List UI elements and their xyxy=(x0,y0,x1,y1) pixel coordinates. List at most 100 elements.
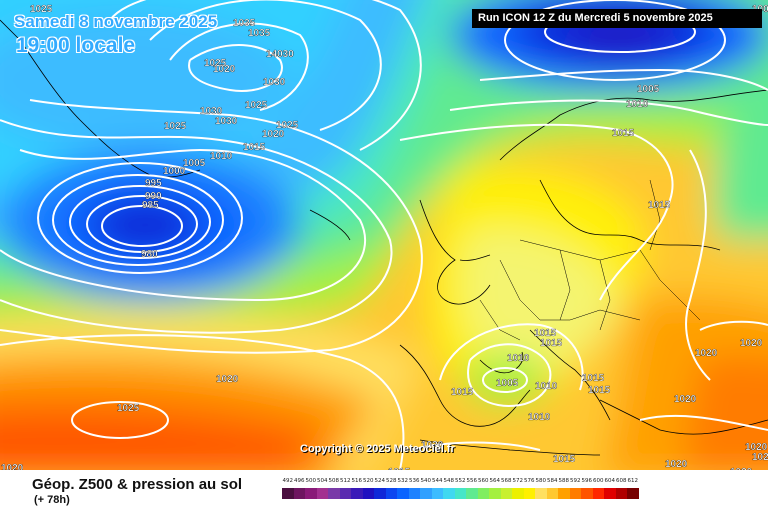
legend-swatch xyxy=(431,488,443,499)
legend-label: 608 xyxy=(616,478,627,484)
legend-swatch xyxy=(339,488,351,499)
isobar-label: 1015 xyxy=(451,387,474,398)
isobar-label: 14030 xyxy=(266,49,294,60)
isobar-label: 1015 xyxy=(588,385,611,396)
legend-color-bar xyxy=(282,488,639,499)
isobar-label: 1020 xyxy=(695,348,718,359)
legend-label: 496 xyxy=(294,478,305,484)
isobar-label: 1020 xyxy=(740,338,763,349)
legend-label: 492 xyxy=(282,478,294,484)
legend-swatch xyxy=(535,488,547,499)
legend-label: 500 xyxy=(305,478,317,484)
legend-label: 580 xyxy=(535,478,547,484)
legend-label: 596 xyxy=(581,478,593,484)
isobar-label: 1025 xyxy=(204,58,227,69)
isobar-label: 1025 xyxy=(117,403,140,414)
isobar-label: 1020 xyxy=(730,467,753,470)
isobar-label: 1030 xyxy=(215,116,238,127)
isobar-label: 1020 xyxy=(752,452,768,463)
isobar-label: 1015 xyxy=(243,142,266,153)
isobar-label: 1015 xyxy=(553,454,576,465)
isobar-label: 1000 xyxy=(163,166,186,177)
legend-swatch xyxy=(592,488,604,499)
isobar-label: 1010 xyxy=(626,99,649,110)
legend-label: 544 xyxy=(432,478,443,484)
country-borders xyxy=(479,179,701,341)
legend-label: 556 xyxy=(466,478,478,484)
legend-swatch xyxy=(627,488,639,499)
legend-label: 592 xyxy=(570,478,581,484)
isobar-label: 1015 xyxy=(648,200,671,211)
legend-label: 548 xyxy=(443,478,455,484)
legend-swatch xyxy=(546,488,558,499)
legend-label: 524 xyxy=(374,478,386,484)
legend-label: 552 xyxy=(455,478,466,484)
legend-label: 508 xyxy=(328,478,340,484)
legend-swatch xyxy=(512,488,524,499)
isobar-label: 1035 xyxy=(248,28,271,39)
isobar-label: 1030 xyxy=(263,77,286,88)
isobar-label: 1005 xyxy=(183,158,206,169)
legend-label: 600 xyxy=(593,478,604,484)
legend-swatch xyxy=(466,488,478,499)
legend-label: 604 xyxy=(604,478,616,484)
legend-label: 560 xyxy=(478,478,489,484)
legend-label: 576 xyxy=(524,478,535,484)
run-banner: Run ICON 12 Z du Mercredi 5 novembre 202… xyxy=(472,9,762,28)
map-title: Géop. Z500 & pression au sol xyxy=(32,476,243,493)
legend-label: 528 xyxy=(386,478,397,484)
legend-swatch xyxy=(569,488,581,499)
legend-swatch xyxy=(454,488,466,499)
isobar-label: 1030 xyxy=(200,106,223,117)
isobar-label: 1020 xyxy=(421,440,444,451)
isobar-label: 1020 xyxy=(213,64,236,75)
isobar-label: 1010 xyxy=(528,412,551,423)
legend-swatch xyxy=(581,488,593,499)
legend-swatch xyxy=(558,488,570,499)
legend-swatch xyxy=(293,488,305,499)
isobar-label: 1025 xyxy=(164,121,187,132)
legend-swatch xyxy=(420,488,432,499)
isobar-label: 1020 xyxy=(745,442,768,453)
isobar-label: 1005 xyxy=(637,84,660,95)
isobar-label: 1015 xyxy=(582,373,605,384)
legend-swatch xyxy=(489,488,501,499)
legend-swatch xyxy=(397,488,409,499)
isobar-label: 1020 xyxy=(216,374,239,385)
legend-label: 568 xyxy=(501,478,512,484)
forecast-date: Samedi 8 novembre 2025 xyxy=(14,12,218,31)
legend-label: 532 xyxy=(397,478,409,484)
legend-label: 504 xyxy=(317,478,328,484)
legend-swatch xyxy=(385,488,397,499)
legend-label: 520 xyxy=(363,478,374,484)
legend-swatch xyxy=(604,488,616,499)
isobar-label: 1015 xyxy=(540,338,563,349)
isobar-label: 1020 xyxy=(674,394,697,405)
legend-labels: 492 496 500 504 508 512 516 520 524 528 532 536 540 5… xyxy=(282,478,639,488)
legend-swatch xyxy=(351,488,363,499)
legend-label: 588 xyxy=(558,478,570,484)
forecast-time: 19:00 locale xyxy=(16,34,136,57)
legend-label: 516 xyxy=(351,478,363,484)
isobars xyxy=(0,0,768,470)
legend-swatch xyxy=(443,488,455,499)
isobar-label: 985 xyxy=(142,200,159,211)
copyright-text: Copyright © 2025 Meteociel.fr xyxy=(300,443,455,455)
legend-label: 536 xyxy=(409,478,420,484)
legend-swatch xyxy=(477,488,489,499)
legend-swatch xyxy=(328,488,340,499)
legend-label: 564 xyxy=(489,478,501,484)
legend-label: 540 xyxy=(420,478,432,484)
legend-swatch xyxy=(408,488,420,499)
legend-swatch xyxy=(316,488,328,499)
legend-swatch xyxy=(523,488,535,499)
legend-swatch xyxy=(500,488,512,499)
isobar-label: 1025 xyxy=(276,120,299,131)
legend-swatch xyxy=(374,488,386,499)
isobar-label: 1025 xyxy=(30,4,53,15)
color-legend: 492 496 500 504 508 512 516 520 524 528 532 536 540 5… xyxy=(282,478,639,499)
isobar-label: 1020 xyxy=(262,129,285,140)
isobar-label: 1020 xyxy=(1,463,24,470)
isobar-label: 1035 xyxy=(233,18,256,29)
legend-label: 612 xyxy=(627,478,639,484)
